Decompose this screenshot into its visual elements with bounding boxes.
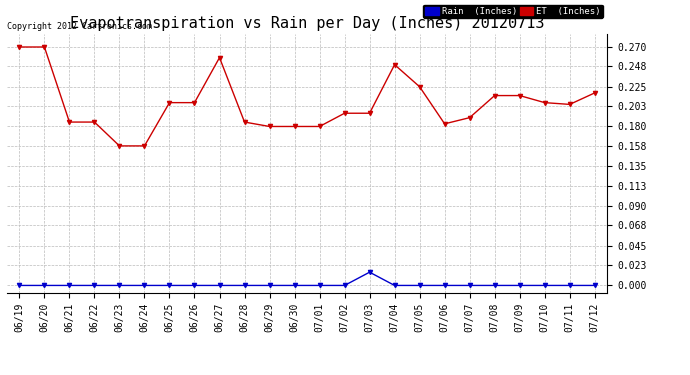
Title: Evapotranspiration vs Rain per Day (Inches) 20120713: Evapotranspiration vs Rain per Day (Inch… xyxy=(70,16,544,31)
Text: Copyright 2012 Cartronics.com: Copyright 2012 Cartronics.com xyxy=(7,22,152,31)
Legend: Rain  (Inches), ET  (Inches): Rain (Inches), ET (Inches) xyxy=(423,4,602,18)
